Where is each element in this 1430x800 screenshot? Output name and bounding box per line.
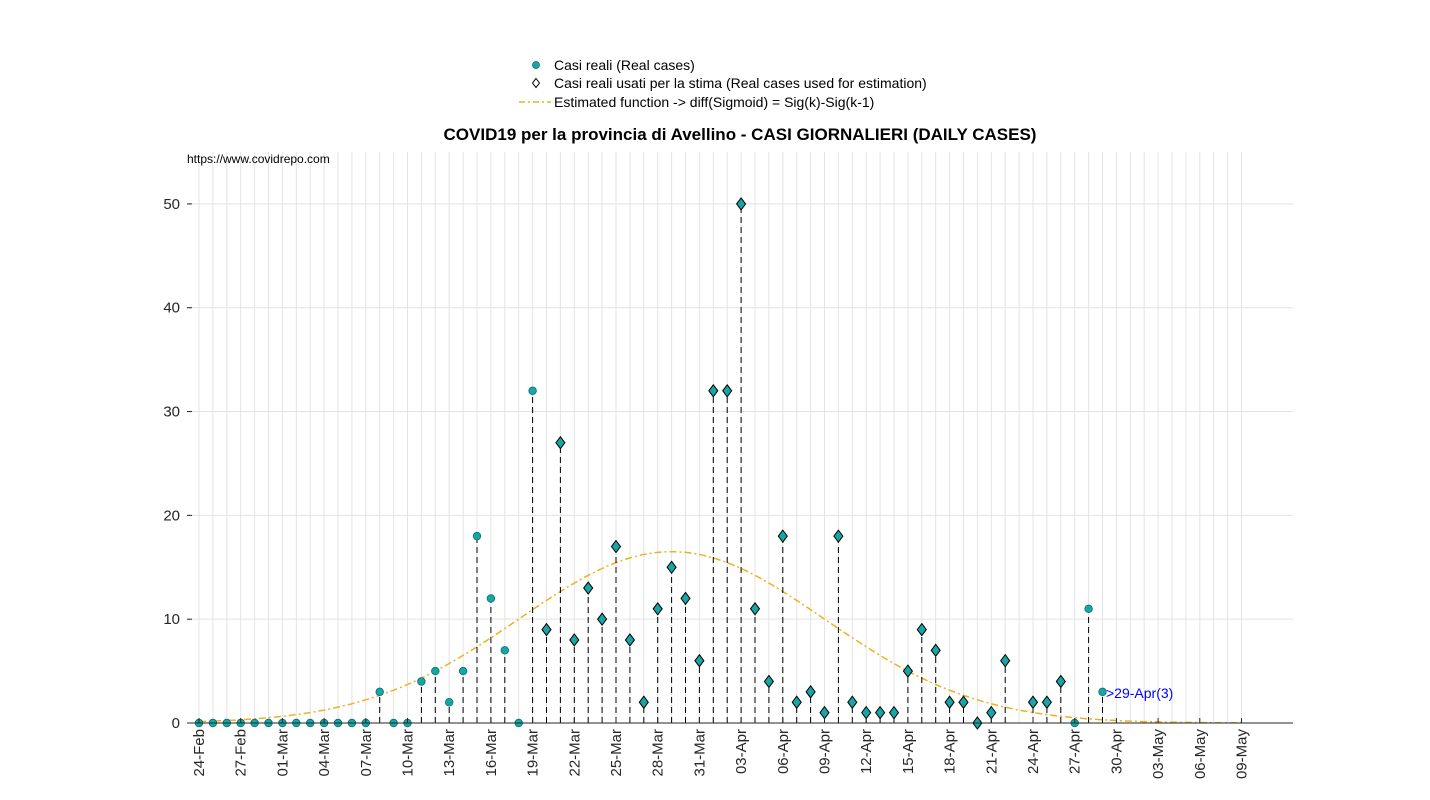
estimation-case-marker [1041,695,1053,710]
estimation-case-marker [666,560,677,575]
x-tick-label: 16-Mar [483,729,500,777]
x-tick-label: 15-Apr [900,729,917,774]
real-case-marker [375,687,384,697]
x-tick-label: 22-Mar [566,729,583,777]
estimation-case-marker [735,197,747,211]
estimated-curve-layer [198,550,1242,724]
source-url: https://www.covidrepo.com [187,152,330,166]
estimation-case-marker [1027,695,1039,710]
estimation-case-marker [638,695,649,710]
real-case-marker [500,646,509,655]
estimation-case-marker [555,435,566,450]
estimation-case-marker [763,674,775,689]
x-tick-label: 24-Feb [191,729,208,777]
y-tick-label: 40 [163,300,180,317]
x-tick-label: 06-Apr [775,729,792,774]
legend-label-curve: Estimated function -> diff(Sigmoid) = Si… [554,94,874,110]
estimation-case-marker [694,653,705,668]
x-tick-label: 06-May [1192,729,1209,780]
y-tick-label: 0 [172,715,180,732]
x-tick-label: 09-May [1234,729,1251,780]
y-tick-label: 10 [163,611,180,628]
real-case-marker [472,531,482,541]
estimation-case-marker [583,581,594,595]
plot-area [187,152,1293,723]
x-tick-label: 25-Mar [608,729,625,777]
x-tick-label: 09-Apr [817,729,834,774]
legend-label-real: Casi reali (Real cases) [554,57,695,73]
estimation-case-marker [596,612,608,627]
estimation-case-marker [847,695,858,710]
legend-circle-marker [532,61,540,69]
estimation-case-marker [749,601,761,616]
estimation-case-marker [874,705,886,720]
estimation-case-marker [652,601,663,616]
estimation-case-marker [610,539,622,554]
x-tick-label: 03-Apr [733,729,750,774]
x-tick-label: 12-Apr [858,729,875,774]
y-tick-labels: 0 10 20 30 40 50 [163,196,180,732]
legend-diamond-marker [531,77,541,89]
x-tick-label: 30-Apr [1108,729,1125,774]
y-tick-label: 20 [163,507,180,524]
real-case-marker [486,594,496,603]
estimation-case-marker [888,705,900,720]
x-tick-label: 10-Mar [400,729,417,777]
estimation-case-marker [541,622,552,637]
real-case-marker [1098,687,1107,697]
estimation-case-marker [569,633,580,647]
legend: Casi reali (Real cases) Casi reali usati… [519,57,927,110]
estimation-case-marker [944,695,955,710]
estimation-case-marker [624,633,636,647]
x-tick-label: 28-Mar [650,729,667,777]
chart-title: COVID19 per la provincia di Avellino - C… [444,125,1037,144]
estimation-case-marker [930,643,941,658]
real-case-marker [1084,604,1093,613]
x-tick-label: 18-Apr [942,729,959,774]
x-tick-labels: 24-Feb 27-Feb 01-Mar 04-Mar 07-Mar 10-Mar 13-M… [191,729,1251,780]
estimation-case-marker [958,695,969,710]
x-tick-label: 19-Mar [525,729,542,777]
x-tick-label: 31-Mar [691,729,708,777]
y-tick-label: 50 [163,196,180,213]
x-tick-label: 13-Mar [441,729,458,777]
estimated-curve [198,550,1242,724]
estimation-case-marker [708,383,719,398]
estimation-case-marker [722,383,733,398]
x-tick-label: 27-Apr [1067,729,1084,774]
stem-lines [379,203,1103,723]
x-tick-label: 21-Apr [983,729,1000,774]
legend-label-estimation: Casi reali usati per la stima (Real case… [554,75,927,91]
real-case-marker [445,698,454,707]
axes [187,203,1293,724]
estimation-case-marker [680,591,691,606]
estimation-case-marker [833,529,844,543]
x-tick-label: 24-Apr [1025,729,1042,774]
x-tick-label: 04-Mar [316,729,333,777]
x-tick-label: 07-Mar [358,729,375,777]
real-case-marker [431,666,440,676]
x-tick-label: 03-May [1150,729,1167,780]
last-value-annotation: >29-Apr(3) [1106,685,1173,701]
estimation-case-marker [916,622,927,637]
real-case-marker [458,666,468,676]
real-case-marker [528,386,537,395]
x-tick-label: 27-Feb [233,729,250,777]
real-case-marker [417,677,426,686]
estimation-case-marker [902,664,914,678]
estimation-case-marker [791,695,802,710]
estimation-case-marker [1000,653,1011,668]
estimation-case-marker [805,685,816,699]
x-tick-label: 01-Mar [274,729,291,777]
estimation-case-marker [777,529,788,543]
estimation-case-marker [1055,674,1066,689]
y-tick-label: 30 [163,404,180,421]
